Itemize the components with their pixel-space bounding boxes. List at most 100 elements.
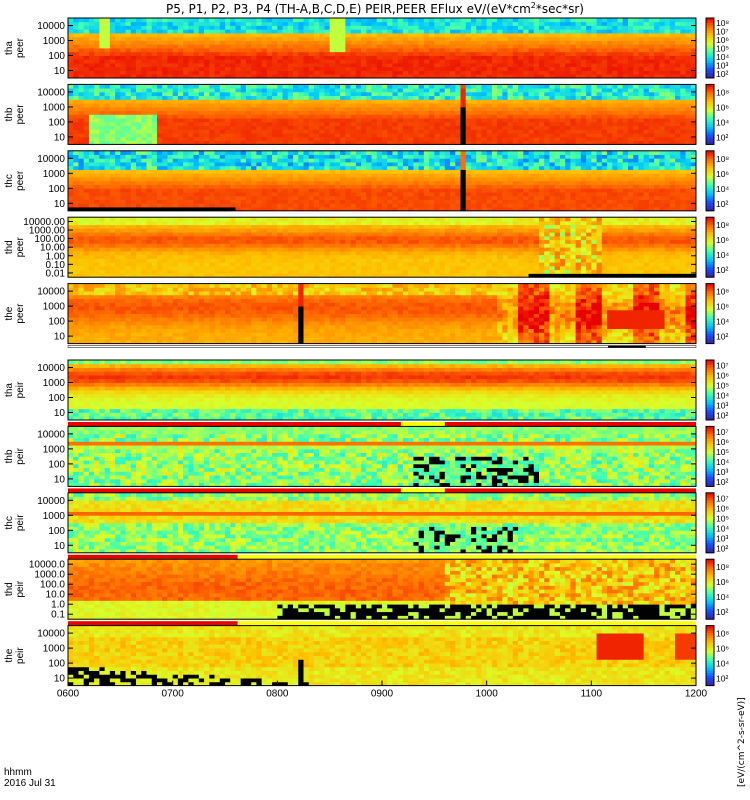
heatmap-cell xyxy=(183,110,189,115)
heatmap-cell xyxy=(130,158,137,163)
heatmap-cell xyxy=(88,140,95,145)
heatmap-cell xyxy=(329,21,336,26)
heatmap-cell xyxy=(177,154,184,159)
heatmap-cell xyxy=(675,118,681,123)
heatmap-cell xyxy=(334,84,341,89)
heatmap-cell xyxy=(293,133,299,138)
heatmap-cell xyxy=(387,18,393,23)
heatmap-cell xyxy=(502,55,508,60)
heatmap-cell xyxy=(507,66,514,71)
heatmap-cell xyxy=(188,91,194,97)
heatmap-cell xyxy=(559,99,566,104)
heatmap-cell xyxy=(470,40,477,45)
heatmap-cell xyxy=(256,192,263,197)
heatmap-cell xyxy=(329,158,336,163)
heatmap-cell xyxy=(340,125,346,130)
heatmap-cell xyxy=(319,70,325,75)
heatmap-cell xyxy=(633,140,639,145)
heatmap-cell xyxy=(240,169,247,174)
heatmap-cell xyxy=(580,25,587,30)
heatmap-cell xyxy=(444,103,451,108)
heatmap-cell xyxy=(125,150,132,155)
heatmap-cell xyxy=(523,70,529,75)
heatmap-cell xyxy=(287,173,294,178)
heatmap-cell xyxy=(313,180,320,185)
heatmap-cell xyxy=(680,103,686,108)
heatmap-cell xyxy=(73,18,79,23)
heatmap-cell xyxy=(225,59,231,64)
heatmap-cell xyxy=(382,150,388,155)
heatmap-cell xyxy=(313,59,320,64)
heatmap-cell xyxy=(502,136,508,142)
heatmap-cell xyxy=(586,36,592,41)
heatmap-cell xyxy=(204,158,210,163)
heatmap-cell xyxy=(544,136,550,142)
heatmap-cell xyxy=(298,95,304,100)
heatmap-cell xyxy=(397,21,404,26)
heatmap-cell xyxy=(115,165,121,170)
heatmap-cell xyxy=(397,18,404,23)
colorbar-segment xyxy=(706,96,714,100)
heatmap-cell xyxy=(240,180,247,185)
heatmap-cell xyxy=(78,44,85,49)
heatmap-cell xyxy=(690,40,697,45)
heatmap-cell xyxy=(209,140,215,145)
heatmap-cell xyxy=(172,118,179,123)
heatmap-cell xyxy=(355,70,362,75)
heatmap-cell xyxy=(387,48,393,53)
heatmap-cell xyxy=(648,25,655,30)
heatmap-cell xyxy=(596,88,603,93)
heatmap-cell xyxy=(204,51,210,56)
heatmap-cell xyxy=(481,36,488,41)
heatmap-cell xyxy=(245,184,252,189)
heatmap-cell xyxy=(68,63,74,68)
heatmap-cell xyxy=(256,184,263,189)
heatmap-cell xyxy=(99,29,106,34)
heatmap-cell xyxy=(256,203,263,208)
heatmap-cell xyxy=(539,136,545,142)
heatmap-cell xyxy=(99,177,106,182)
y-axis-label-probe: tha xyxy=(4,41,15,55)
heatmap-cell xyxy=(402,63,409,68)
heatmap-cell xyxy=(350,110,357,115)
heatmap-cell xyxy=(397,74,404,79)
heatmap-cell xyxy=(371,91,378,97)
heatmap-cell xyxy=(188,173,194,178)
heatmap-cell xyxy=(345,162,351,167)
heatmap-cell xyxy=(183,180,189,185)
heatmap-cell xyxy=(240,95,247,100)
heatmap-cell xyxy=(225,99,231,104)
heatmap-cell xyxy=(167,48,174,53)
heatmap-cell xyxy=(685,40,692,45)
heatmap-cell xyxy=(188,55,194,60)
heatmap-cell xyxy=(648,70,655,75)
heatmap-cell xyxy=(277,184,283,189)
heatmap-cell xyxy=(497,21,503,26)
heatmap-cell xyxy=(235,136,242,142)
heatmap-cell xyxy=(376,184,383,189)
heatmap-cell xyxy=(78,173,85,178)
heatmap-cell xyxy=(88,40,95,45)
heatmap-cell xyxy=(554,133,561,138)
heatmap-cell xyxy=(392,150,399,155)
heatmap-cell xyxy=(601,99,608,104)
heatmap-cell xyxy=(371,59,378,64)
heatmap-cell xyxy=(188,33,194,38)
heatmap-cell xyxy=(450,114,456,119)
heatmap-cell xyxy=(272,173,278,178)
heatmap-cell xyxy=(277,192,283,197)
heatmap-cell xyxy=(120,103,126,108)
heatmap-cell xyxy=(73,63,79,68)
colorbar-segment xyxy=(706,94,714,98)
heatmap-cell xyxy=(188,99,194,104)
heatmap-cell xyxy=(350,88,357,93)
heatmap-cell xyxy=(392,188,399,193)
heatmap-cell xyxy=(303,91,310,97)
heatmap-cell xyxy=(685,103,692,108)
heatmap-cell xyxy=(109,169,116,174)
heatmap-cell xyxy=(350,40,357,45)
colorbar-segment xyxy=(706,106,714,110)
heatmap-cell xyxy=(596,55,603,60)
heatmap-cell xyxy=(528,48,535,53)
heatmap-cell xyxy=(209,203,215,208)
